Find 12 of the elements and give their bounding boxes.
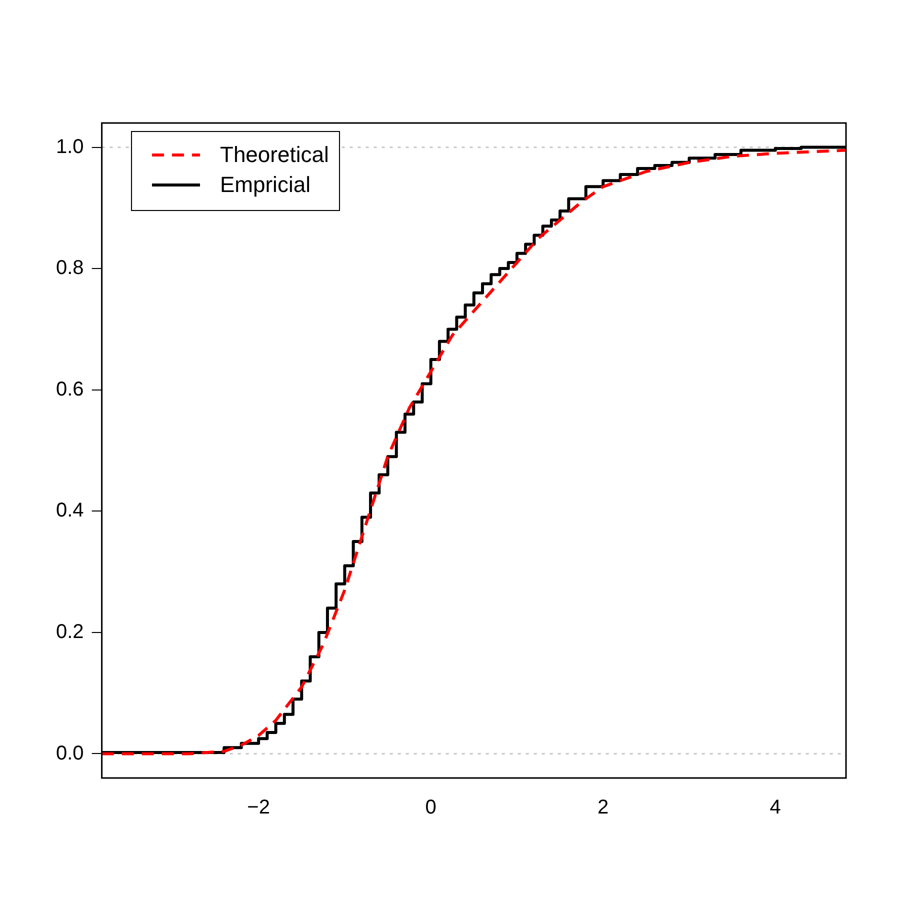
x-tick-label: 4 (770, 796, 781, 819)
y-tick-label: 0.4 (56, 500, 84, 522)
x-tick-label: −2 (247, 796, 270, 819)
legend-label: Empricial (220, 172, 310, 198)
y-tick-label: 0.0 (56, 742, 84, 764)
y-tick-label: 0.8 (56, 257, 84, 280)
x-tick-label: 2 (598, 796, 609, 819)
y-tick-label: 0.2 (56, 620, 84, 643)
x-tick-label: 0 (425, 796, 436, 819)
y-tick-label: 0.6 (56, 378, 84, 400)
legend-label: Theoretical (220, 142, 329, 168)
y-tick-label: 1.0 (56, 136, 84, 158)
